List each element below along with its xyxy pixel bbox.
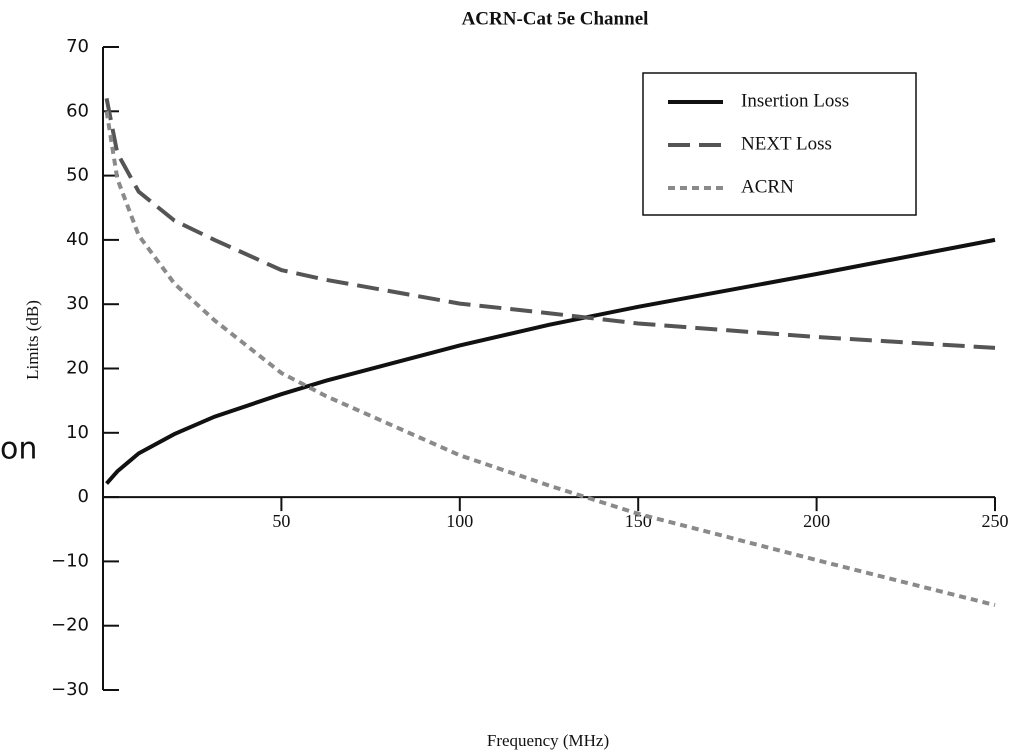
y-tick-label: 0 [78,486,89,507]
legend-label: ACRN [741,176,794,197]
y-tick-label: 60 [66,100,89,121]
x-tick-label: 150 [625,511,652,531]
y-tick-label: 10 [66,422,89,443]
x-tick-label: 50 [272,511,290,531]
y-axis-label: Limits (dB) [23,300,42,380]
series-line [104,110,996,608]
legend-label: NEXT Loss [741,133,832,154]
y-tick-label: 20 [66,358,89,379]
y-tick-label: −10 [51,550,89,571]
x-tick-label: 100 [446,511,473,531]
y-tick-label: 50 [66,165,89,186]
x-tick-label: 200 [803,511,830,531]
y-tick-label: 70 [66,36,89,57]
x-axis-label: Frequency (MHz) [487,731,609,750]
annotation: on [0,432,37,467]
y-tick-label: −20 [51,615,89,636]
chart-title: ACRN-Cat 5e Channel [462,8,649,29]
x-tick-label: 250 [982,511,1009,531]
y-tick-label: −30 [51,679,89,700]
series-line [105,237,996,485]
series-line [104,98,996,350]
y-tick-label: 40 [66,229,89,250]
legend-label: Insertion Loss [741,90,849,111]
y-tick-label: 30 [66,293,89,314]
